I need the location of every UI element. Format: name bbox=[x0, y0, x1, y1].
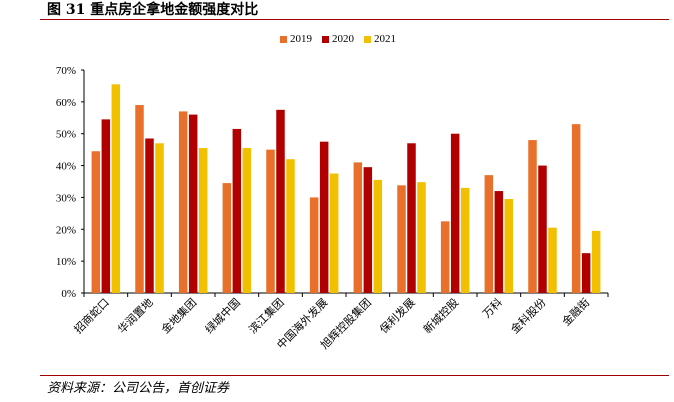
legend-swatch-2020 bbox=[322, 35, 329, 43]
bar-2021-8 bbox=[460, 187, 470, 293]
legend-item-2020: 2020 bbox=[322, 33, 354, 45]
y-tick-label: 10% bbox=[56, 256, 76, 268]
bar-2019-5 bbox=[309, 197, 319, 293]
source-rule bbox=[40, 375, 669, 376]
bar-2020-1 bbox=[145, 138, 154, 293]
bar-2021-6 bbox=[373, 179, 383, 293]
y-tick-label: 20% bbox=[56, 224, 76, 236]
bar-2021-9 bbox=[504, 199, 514, 293]
y-tick-label: 60% bbox=[56, 97, 76, 109]
x-tick-label: 金融街 bbox=[559, 295, 592, 328]
x-tick-label: 绿城中国 bbox=[202, 295, 243, 336]
legend-label-2020: 2020 bbox=[332, 33, 354, 45]
bar-2020-3 bbox=[232, 128, 242, 293]
bar-2020-10 bbox=[538, 165, 547, 293]
bar-2020-4 bbox=[276, 109, 285, 293]
bar-2020-8 bbox=[450, 133, 460, 293]
legend-item-2021: 2021 bbox=[364, 33, 396, 45]
x-tick-label: 金地集团 bbox=[158, 295, 199, 336]
x-tick-label: 保利发展 bbox=[377, 295, 418, 336]
legend-label-2019: 2019 bbox=[290, 33, 312, 45]
bar-2021-4 bbox=[286, 159, 295, 293]
y-tick-label: 50% bbox=[56, 129, 76, 141]
bar-2021-3 bbox=[242, 148, 252, 293]
bar-2020-5 bbox=[319, 141, 329, 293]
bar-2019-9 bbox=[484, 175, 494, 293]
bar-2021-5 bbox=[329, 173, 339, 293]
figure-title: 图 31 重点房企拿地金额强度对比 bbox=[47, 2, 259, 18]
bar-2019-2 bbox=[178, 111, 188, 294]
bar-2019-11 bbox=[571, 124, 581, 294]
y-tick-label: 0% bbox=[61, 288, 76, 300]
source-note: 资料来源：公司公告，首创证券 bbox=[47, 381, 230, 396]
legend-item-2019: 2019 bbox=[280, 33, 312, 45]
x-tick-label: 招商蛇口 bbox=[71, 295, 112, 336]
x-tick-label: 华润置地 bbox=[115, 295, 156, 336]
bar-2020-6 bbox=[363, 167, 373, 293]
legend-label-2021: 2021 bbox=[374, 33, 396, 45]
bar-2021-0 bbox=[111, 84, 121, 293]
x-tick-label: 万科 bbox=[479, 295, 504, 320]
bar-2020-2 bbox=[188, 114, 198, 293]
bar-2021-1 bbox=[155, 143, 164, 293]
bar-2019-1 bbox=[135, 105, 144, 294]
y-tick-label: 70% bbox=[56, 65, 76, 77]
bar-2019-3 bbox=[222, 183, 232, 293]
bar-2021-7 bbox=[417, 182, 426, 293]
x-tick-label: 金科股份 bbox=[508, 295, 549, 336]
legend-swatch-2019 bbox=[280, 35, 287, 43]
bar-2020-0 bbox=[101, 119, 111, 293]
bar-2021-10 bbox=[548, 227, 557, 293]
legend-swatch-2021 bbox=[364, 35, 371, 43]
bar-2019-0 bbox=[91, 151, 101, 293]
bar-2021-2 bbox=[198, 148, 208, 293]
bar-2019-6 bbox=[353, 162, 363, 293]
bar-2020-11 bbox=[581, 253, 591, 293]
bar-2019-4 bbox=[266, 149, 275, 293]
bar-2021-11 bbox=[591, 230, 601, 293]
title-rule bbox=[40, 19, 669, 20]
bar-2019-10 bbox=[528, 140, 537, 293]
x-tick-label: 滨江集团 bbox=[246, 295, 287, 336]
y-tick-label: 30% bbox=[56, 192, 76, 204]
bar-2019-7 bbox=[397, 185, 406, 293]
bar-2020-9 bbox=[494, 191, 504, 293]
x-tick-label: 新城控股 bbox=[420, 295, 461, 336]
bar-2020-7 bbox=[407, 143, 416, 293]
bar-2019-8 bbox=[440, 221, 450, 293]
chart-legend: 2019 2020 2021 bbox=[280, 33, 396, 45]
y-tick-label: 40% bbox=[56, 161, 76, 173]
